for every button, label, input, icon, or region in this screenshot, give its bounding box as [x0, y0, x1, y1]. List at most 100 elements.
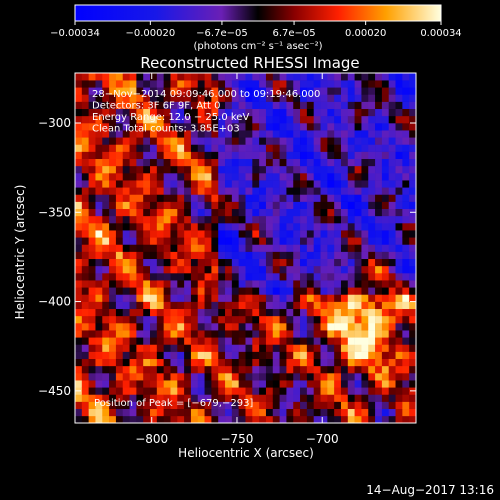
heatmap-cell	[170, 394, 178, 402]
heatmap-cell	[300, 137, 308, 145]
heatmap-cell	[293, 294, 301, 302]
heatmap-cell	[238, 401, 246, 410]
heatmap-cell	[395, 73, 403, 81]
heatmap-cell	[225, 251, 233, 260]
heatmap-cell	[327, 330, 335, 338]
heatmap-cell	[225, 137, 233, 145]
heatmap-cell	[306, 394, 314, 402]
heatmap-cell	[136, 201, 144, 210]
heatmap-cell	[300, 315, 308, 324]
heatmap-cell	[347, 294, 355, 302]
heatmap-cell	[115, 201, 124, 210]
heatmap-cell	[320, 265, 328, 274]
heatmap-cell	[259, 265, 267, 274]
heatmap-cell	[265, 230, 274, 238]
heatmap-cell	[347, 380, 355, 388]
heatmap-cell	[395, 315, 403, 324]
heatmap-cell	[259, 215, 267, 224]
heatmap-cell	[88, 165, 96, 174]
heatmap-cell	[225, 265, 233, 274]
heatmap-cell	[143, 87, 151, 95]
heatmap-cell	[163, 280, 171, 288]
heatmap-cell	[150, 208, 158, 217]
heatmap-cell	[272, 351, 280, 360]
heatmap-cell	[327, 394, 335, 402]
heatmap-cell	[313, 144, 321, 152]
heatmap-cell	[143, 415, 151, 423]
heatmap-cell	[102, 115, 110, 124]
heatmap-cell	[81, 315, 89, 324]
heatmap-cell	[81, 230, 89, 238]
heatmap-cell	[102, 158, 110, 167]
heatmap-cell	[259, 130, 267, 138]
heatmap-cell	[109, 187, 117, 195]
heatmap-cell	[170, 273, 178, 281]
heatmap-cell	[361, 137, 369, 145]
heatmap-cell	[354, 358, 362, 367]
heatmap-cell	[252, 358, 260, 367]
heatmap-cell	[218, 108, 226, 117]
heatmap-cell	[150, 308, 158, 317]
heatmap-cell	[395, 330, 403, 338]
heatmap-cell	[265, 115, 274, 124]
heatmap-cell	[225, 130, 233, 138]
heatmap-cell	[361, 344, 369, 352]
heatmap-cell	[286, 123, 294, 131]
heatmap-cell	[81, 87, 89, 95]
heatmap-cell	[395, 265, 403, 274]
heatmap-cell	[204, 108, 212, 117]
heatmap-cell	[81, 244, 89, 252]
heatmap-cell	[163, 215, 171, 224]
heatmap-cell	[279, 415, 287, 423]
heatmap-cell	[143, 230, 151, 238]
heatmap-cell	[368, 94, 376, 102]
heatmap-cell	[354, 323, 362, 331]
heatmap-cell	[231, 208, 239, 217]
heatmap-cell	[381, 215, 390, 224]
heatmap-cell	[327, 194, 335, 202]
heatmap-cell	[245, 101, 253, 110]
heatmap-cell	[340, 115, 349, 124]
heatmap-cell	[136, 344, 144, 352]
heatmap-cell	[245, 230, 253, 238]
heatmap-cell	[75, 394, 83, 402]
heatmap-cell	[184, 158, 192, 167]
heatmap-cell	[245, 265, 253, 274]
heatmap-cell	[265, 137, 274, 145]
heatmap-cell	[129, 223, 137, 231]
heatmap-cell	[115, 73, 124, 81]
heatmap-cell	[375, 215, 383, 224]
heatmap-cell	[259, 187, 267, 195]
heatmap-cell	[381, 323, 390, 331]
heatmap-cell	[225, 187, 233, 195]
heatmap-cell	[300, 308, 308, 317]
heatmap-cell	[156, 401, 164, 410]
heatmap-cell	[245, 208, 253, 217]
heatmap-cell	[184, 373, 192, 381]
heatmap-cell	[265, 401, 274, 410]
heatmap-cell	[170, 380, 178, 388]
heatmap-cell	[190, 94, 199, 102]
heatmap-cell	[109, 87, 117, 95]
heatmap-cell	[334, 265, 342, 274]
heatmap-cell	[375, 394, 383, 402]
plot-frame	[74, 72, 417, 424]
heatmap-cell	[409, 251, 416, 260]
heatmap-cell	[129, 144, 137, 152]
heatmap-cell	[347, 394, 355, 402]
heatmap-cell	[75, 194, 83, 202]
heatmap-cell	[190, 337, 199, 345]
heatmap-cell	[320, 165, 328, 174]
heatmap-cell	[320, 401, 328, 410]
heatmap-cell	[163, 373, 171, 381]
heatmap-cell	[225, 394, 233, 402]
heatmap-cell	[286, 115, 294, 124]
heatmap-cell	[136, 330, 144, 338]
heatmap-cell	[381, 401, 390, 410]
heatmap-cell	[184, 215, 192, 224]
heatmap-cell	[75, 344, 83, 352]
heatmap-cell	[334, 365, 342, 374]
heatmap-cell	[163, 108, 171, 117]
heatmap-cell	[211, 323, 219, 331]
heatmap-cell	[402, 344, 410, 352]
